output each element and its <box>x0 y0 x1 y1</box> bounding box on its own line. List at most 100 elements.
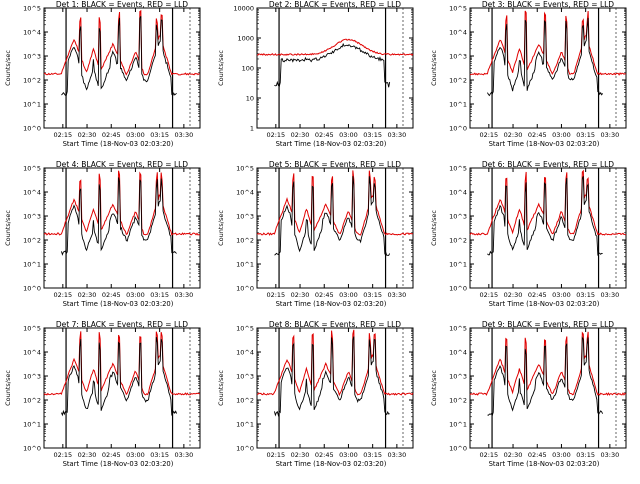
x-axis-label: Start Time (18-Nov-03 02:03:20) <box>276 300 387 308</box>
y-axis-label: Counts/sec <box>430 210 438 246</box>
y-tick-label: 10^0 <box>236 445 254 453</box>
x-tick-label: 03:00 <box>126 451 145 459</box>
lld-series-line <box>469 10 626 76</box>
y-tick-label: 10^3 <box>449 213 467 221</box>
x-tick-label: 03:30 <box>600 291 619 299</box>
plot-frame <box>469 327 627 449</box>
x-tick-label: 03:15 <box>576 291 595 299</box>
x-tick-label: 03:00 <box>339 131 358 139</box>
x-tick-label: 03:00 <box>552 131 571 139</box>
events-series-line <box>273 336 390 417</box>
panel-title: Det 9: BLACK = Events, RED = LLD <box>482 320 614 329</box>
x-tick-label: 02:30 <box>78 451 97 459</box>
y-tick-label: 10^4 <box>23 189 41 197</box>
lld-series-line <box>469 169 627 236</box>
plot-frame <box>43 167 201 289</box>
y-tick-label: 10^4 <box>236 189 254 197</box>
x-tick-label: 02:30 <box>291 291 310 299</box>
x-tick-label: 03:00 <box>339 451 358 459</box>
y-axis-label: Counts/sec <box>430 50 438 86</box>
events-series-line <box>487 336 604 417</box>
detector-panel: Det 5: BLACK = Events, RED = LLD Counts/s… <box>213 160 426 320</box>
x-tick-label: 02:30 <box>504 131 523 139</box>
x-tick-label: 03:15 <box>363 451 382 459</box>
y-tick-label: 10^0 <box>449 125 467 133</box>
y-axis-label: Counts/sec <box>430 370 438 406</box>
y-tick-label: 1000 <box>237 35 254 43</box>
x-axis-label: Start Time (18-Nov-03 02:03:20) <box>63 460 174 468</box>
y-tick-label: 10^4 <box>23 29 41 37</box>
panel-chart: Det 8: BLACK = Events, RED = LLD Counts/s… <box>217 320 414 468</box>
x-tick-label: 02:15 <box>53 131 72 139</box>
y-axis-label: Counts/sec <box>4 50 12 86</box>
x-tick-label: 03:15 <box>576 131 595 139</box>
events-series-line <box>487 176 603 257</box>
x-tick-label: 02:45 <box>528 451 547 459</box>
y-tick-label: 10^2 <box>449 237 467 245</box>
y-tick-label: 10^4 <box>23 349 41 357</box>
lld-series-line <box>43 9 200 76</box>
plot-frame <box>43 7 201 129</box>
x-tick-label: 03:30 <box>174 451 193 459</box>
y-axis-label: Counts/sec <box>217 370 225 406</box>
x-tick-label: 03:30 <box>387 291 406 299</box>
y-tick-label: 10^0 <box>449 285 467 293</box>
y-tick-label: 10^1 <box>23 421 41 429</box>
y-tick-label: 10^0 <box>23 285 41 293</box>
y-tick-label: 10^3 <box>449 53 467 61</box>
y-tick-label: 10^2 <box>236 397 254 405</box>
y-tick-label: 10^2 <box>449 397 467 405</box>
x-tick-label: 03:00 <box>126 291 145 299</box>
x-tick-label: 02:30 <box>291 451 310 459</box>
plot-frame <box>256 167 414 289</box>
x-tick-label: 02:30 <box>504 451 523 459</box>
x-tick-label: 03:30 <box>174 291 193 299</box>
detector-panel: Det 3: BLACK = Events, RED = LLD Counts/s… <box>426 0 639 160</box>
y-tick-label: 10^4 <box>449 29 467 37</box>
x-tick-label: 02:45 <box>528 131 547 139</box>
x-tick-label: 02:45 <box>315 131 334 139</box>
y-tick-label: 10^2 <box>23 77 41 85</box>
x-tick-label: 02:15 <box>479 131 498 139</box>
y-tick-label: 1 <box>250 125 254 133</box>
x-tick-label: 03:15 <box>150 131 169 139</box>
x-tick-label: 03:00 <box>552 291 571 299</box>
lld-series-line <box>256 329 414 397</box>
x-tick-label: 03:15 <box>363 291 382 299</box>
y-tick-label: 10^2 <box>449 77 467 85</box>
lld-series-line <box>43 170 200 236</box>
y-tick-label: 10^3 <box>23 53 41 61</box>
plot-frame <box>469 7 627 129</box>
plot-frame <box>469 167 627 289</box>
y-tick-label: 10^2 <box>236 237 254 245</box>
x-axis-label: Start Time (18-Nov-03 02:03:20) <box>276 140 387 148</box>
x-axis-label: Start Time (18-Nov-03 02:03:20) <box>489 140 600 148</box>
detector-panel: Det 7: BLACK = Events, RED = LLD Counts/s… <box>0 320 213 480</box>
detector-panel: Det 8: BLACK = Events, RED = LLD Counts/s… <box>213 320 426 480</box>
panel-title: Det 3: BLACK = Events, RED = LLD <box>482 0 614 9</box>
y-axis-label: Counts/sec <box>4 210 12 246</box>
x-tick-label: 02:45 <box>102 131 121 139</box>
x-tick-label: 03:30 <box>600 131 619 139</box>
panel-chart: Det 9: BLACK = Events, RED = LLD Counts/s… <box>430 320 627 468</box>
lld-series-line <box>43 331 201 396</box>
y-tick-label: 10^3 <box>23 213 41 221</box>
y-tick-label: 10^3 <box>236 213 254 221</box>
plot-frame <box>43 327 201 449</box>
detector-panel: Det 6: BLACK = Events, RED = LLD Counts/s… <box>426 160 639 320</box>
y-tick-label: 10^1 <box>23 261 41 269</box>
x-tick-label: 02:30 <box>504 291 523 299</box>
lld-series-line <box>256 170 414 236</box>
x-tick-label: 02:15 <box>266 291 285 299</box>
panel-chart: Det 5: BLACK = Events, RED = LLD Counts/s… <box>217 160 414 308</box>
y-tick-label: 10^0 <box>23 445 41 453</box>
y-tick-label: 10^4 <box>449 349 467 357</box>
y-tick-label: 10^5 <box>449 325 467 333</box>
x-tick-label: 03:15 <box>363 131 382 139</box>
y-tick-label: 10^4 <box>236 349 254 357</box>
x-axis-label: Start Time (18-Nov-03 02:03:20) <box>63 140 174 148</box>
x-axis-label: Start Time (18-Nov-03 02:03:20) <box>63 300 174 308</box>
y-tick-label: 10^1 <box>449 101 467 109</box>
x-tick-label: 02:45 <box>315 291 334 299</box>
